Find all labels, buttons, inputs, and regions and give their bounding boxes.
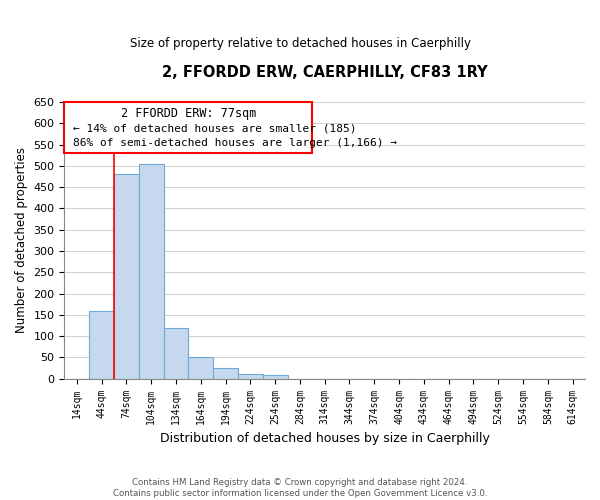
Bar <box>238 374 263 378</box>
Bar <box>89 310 114 378</box>
Bar <box>213 368 238 378</box>
Bar <box>263 376 287 378</box>
Y-axis label: Number of detached properties: Number of detached properties <box>15 148 28 334</box>
X-axis label: Distribution of detached houses by size in Caerphilly: Distribution of detached houses by size … <box>160 432 490 445</box>
Text: Size of property relative to detached houses in Caerphilly: Size of property relative to detached ho… <box>130 38 470 51</box>
Text: ← 14% of detached houses are smaller (185): ← 14% of detached houses are smaller (18… <box>73 123 357 133</box>
Bar <box>188 358 213 378</box>
Text: Contains HM Land Registry data © Crown copyright and database right 2024.
Contai: Contains HM Land Registry data © Crown c… <box>113 478 487 498</box>
Text: 86% of semi-detached houses are larger (1,166) →: 86% of semi-detached houses are larger (… <box>73 138 397 148</box>
Bar <box>114 174 139 378</box>
Title: 2, FFORDD ERW, CAERPHILLY, CF83 1RY: 2, FFORDD ERW, CAERPHILLY, CF83 1RY <box>162 65 488 80</box>
Bar <box>139 164 164 378</box>
Text: 2 FFORDD ERW: 77sqm: 2 FFORDD ERW: 77sqm <box>121 107 256 120</box>
Bar <box>164 328 188 378</box>
